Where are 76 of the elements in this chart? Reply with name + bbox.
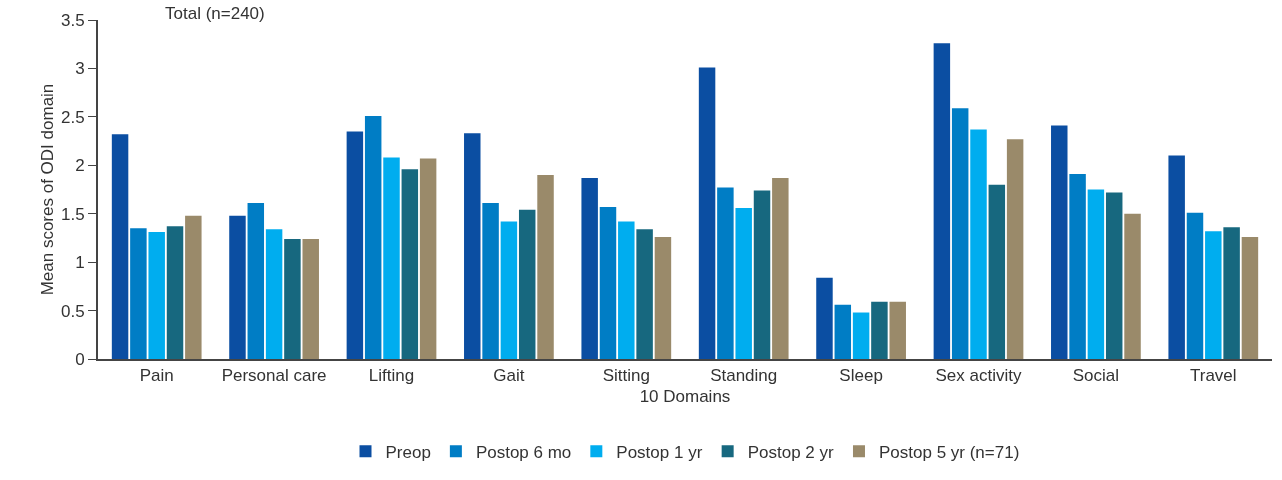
bar	[482, 203, 499, 359]
bar	[834, 304, 852, 359]
legend-label: Postop 6 mo	[475, 442, 572, 462]
bar	[1223, 227, 1240, 359]
bar	[364, 115, 382, 359]
bar	[1205, 231, 1222, 359]
legend-label: Postop 1 yr	[616, 442, 703, 462]
x-tick-label: Lifting	[368, 366, 415, 386]
x-tick-label: Standing	[710, 366, 778, 386]
bar	[247, 203, 265, 359]
bar	[111, 134, 129, 359]
bar	[852, 312, 870, 359]
bar	[816, 277, 833, 359]
bar	[419, 158, 437, 359]
bar	[1006, 139, 1024, 359]
bar	[1087, 189, 1105, 359]
bar	[698, 67, 716, 359]
bar	[1069, 174, 1086, 359]
x-tick-label: Social	[1072, 366, 1120, 386]
bar	[618, 221, 635, 359]
legend-label: Preop	[385, 442, 431, 462]
bar	[148, 232, 165, 359]
bar	[229, 215, 246, 359]
y-axis-title: Mean scores of ODI domain	[38, 83, 57, 296]
bar	[970, 129, 987, 359]
bar	[185, 215, 202, 359]
bar	[284, 238, 301, 359]
legend-label: Postop 5 yr (n=71)	[878, 442, 1020, 462]
bar	[500, 221, 518, 359]
x-tick-label: Gait	[493, 366, 525, 386]
bar	[599, 206, 617, 359]
bar	[889, 301, 906, 359]
bar	[265, 229, 283, 359]
bar	[464, 133, 481, 359]
bar	[383, 157, 400, 359]
x-tick-label: Sitting	[602, 366, 650, 386]
x-tick-label: Personal care	[221, 366, 327, 386]
bar	[1168, 155, 1185, 359]
y-tick-label: 2.5	[60, 107, 85, 127]
bar	[166, 226, 184, 359]
bar	[636, 229, 653, 359]
bar	[346, 131, 364, 359]
y-tick-label: 0	[75, 349, 85, 369]
bar	[1124, 213, 1141, 359]
x-tick-label: Pain	[139, 366, 174, 386]
bar	[735, 207, 752, 359]
y-tick-label: 1	[75, 253, 85, 273]
bar	[1186, 212, 1204, 359]
bar	[1105, 192, 1123, 359]
bar	[871, 301, 888, 359]
legend-label: Postop 2 yr	[747, 442, 834, 462]
x-tick-label: Travel	[1190, 366, 1237, 386]
y-tick-label: 3	[75, 59, 85, 79]
bar	[933, 43, 951, 359]
bar	[988, 184, 1006, 359]
bar	[1051, 125, 1068, 359]
bar	[130, 228, 147, 359]
bar	[654, 236, 672, 359]
bar	[302, 238, 319, 359]
x-tick-label: Sex activity	[935, 366, 1022, 386]
y-tick-label: 2	[75, 156, 85, 176]
bar	[537, 174, 554, 359]
bar	[717, 187, 734, 359]
bar	[772, 177, 789, 359]
y-tick-label: 3.5	[60, 10, 85, 30]
bar	[1241, 236, 1259, 359]
bar	[401, 169, 419, 359]
x-tick-label: Sleep	[839, 366, 883, 386]
y-tick-label: 0.5	[60, 301, 85, 321]
x-axis-title: 10 Domains	[639, 387, 731, 407]
annotation: Total (n=240)	[165, 4, 265, 23]
bar	[518, 209, 536, 359]
bar	[581, 177, 598, 359]
bar	[753, 190, 771, 359]
y-tick-label: 1.5	[60, 204, 85, 224]
bar	[951, 108, 969, 359]
